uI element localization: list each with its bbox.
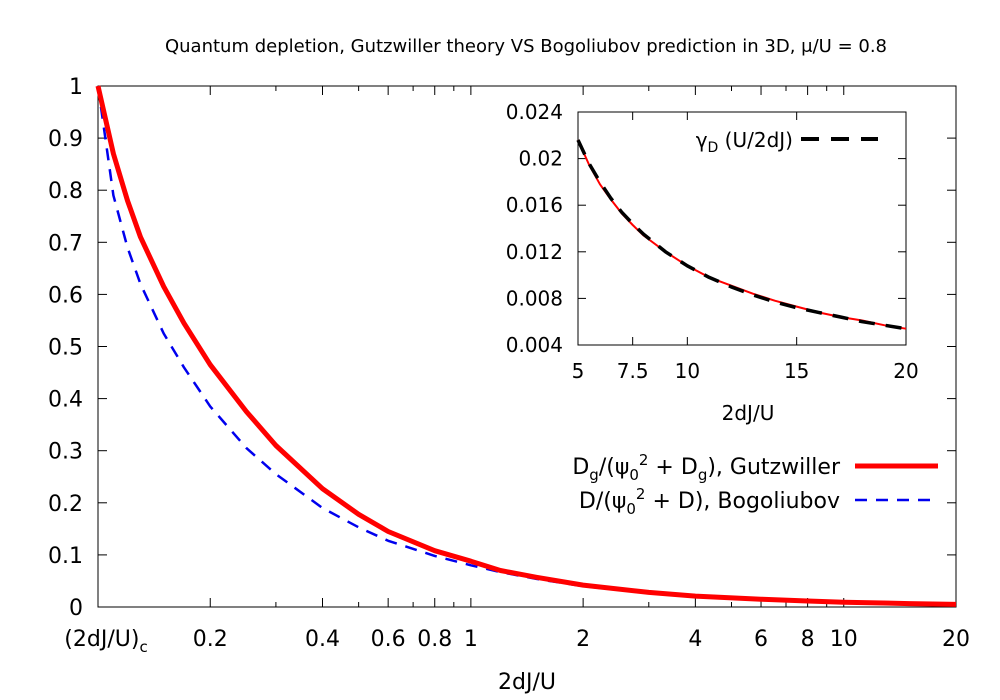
main-x-tick-label: 4 — [688, 627, 702, 652]
inset-series-group — [576, 139, 907, 331]
inset-x-tick-label: 20 — [893, 359, 918, 383]
main-x-tick-label: 6 — [754, 627, 768, 652]
main-y-tick-label: 0.5 — [48, 336, 83, 361]
inset-series-line-gamma-d — [576, 139, 907, 331]
main-x-tick-label: (2dJ/U)c — [64, 627, 147, 656]
main-y-tick-label: 0.9 — [48, 127, 83, 152]
inset-y-tick-label: 0.024 — [506, 100, 563, 124]
inset-y-tick-label: 0.016 — [506, 193, 563, 217]
inset-y-tick-label: 0.008 — [506, 286, 563, 310]
inset-x-axis-label: 2dJ/U — [722, 401, 775, 425]
inset-y-tick-label: 0.02 — [518, 147, 563, 171]
legend-label-bogoliubov: D/(ψ02 + D), Bogoliubov — [579, 485, 840, 518]
main-x-tick-label: 10 — [830, 627, 858, 652]
main-x-tick-label: 8 — [801, 627, 815, 652]
main-x-tick-label: 0.2 — [193, 627, 228, 652]
main-y-tick-label: 0.7 — [48, 231, 83, 256]
inset-legend: γD (U/2dJ) — [696, 128, 878, 156]
inset-y-tick-label: 0.012 — [506, 240, 563, 264]
main-y-tick-label: 0.2 — [48, 492, 83, 517]
inset-x-tick-label: 5 — [572, 359, 585, 383]
main-y-tick-label: 1 — [69, 75, 83, 100]
inset-y-tick-label: 0.004 — [506, 333, 563, 357]
inset-axis-ticks: 0.004 0.008 0.012 0.016 0.02 0.024 5 7.5 10 15 20 — [506, 100, 919, 383]
main-x-tick-label: 0.6 — [371, 627, 406, 652]
chart-title: Quantum depletion, Gutzwiller theory VS … — [165, 36, 887, 57]
main-axis-ticks: 0 0.1 0.2 0.3 0.4 0.5 0.6 0.7 0.8 0.9 1 (2dJ/U)c 0.2… — [48, 75, 970, 656]
main-x-axis-label: 2dJ/U — [498, 670, 556, 695]
main-y-tick-label: 0.6 — [48, 283, 83, 308]
main-legend: Dg/(ψ02 + Dg), Gutzwiller D/(ψ02 + D), B… — [572, 451, 938, 518]
main-series-group — [95, 85, 957, 607]
main-y-tick-label: 0.1 — [48, 544, 83, 569]
inset-legend-label: γD (U/2dJ) — [696, 128, 793, 156]
main-y-tick-label: 0.8 — [48, 179, 83, 204]
main-y-tick-label: 0 — [69, 596, 83, 621]
legend-label-gutzwiller: Dg/(ψ02 + Dg), Gutzwiller — [572, 451, 841, 484]
main-series-line-gutzwiller — [95, 85, 957, 607]
inset-x-tick-label: 7.5 — [617, 359, 649, 383]
inset-x-tick-label: 15 — [784, 359, 809, 383]
main-y-tick-label: 0.3 — [48, 440, 83, 465]
inset-x-tick-label: 10 — [675, 359, 700, 383]
main-x-tick-label: 1 — [464, 627, 478, 652]
main-x-tick-label: 20 — [942, 627, 970, 652]
main-x-tick-label: 2 — [576, 627, 590, 652]
main-x-tick-label: 0.8 — [417, 627, 452, 652]
main-y-tick-label: 0.4 — [48, 388, 83, 413]
inset-plot-frame — [577, 111, 907, 346]
main-x-tick-label: 0.4 — [305, 627, 340, 652]
